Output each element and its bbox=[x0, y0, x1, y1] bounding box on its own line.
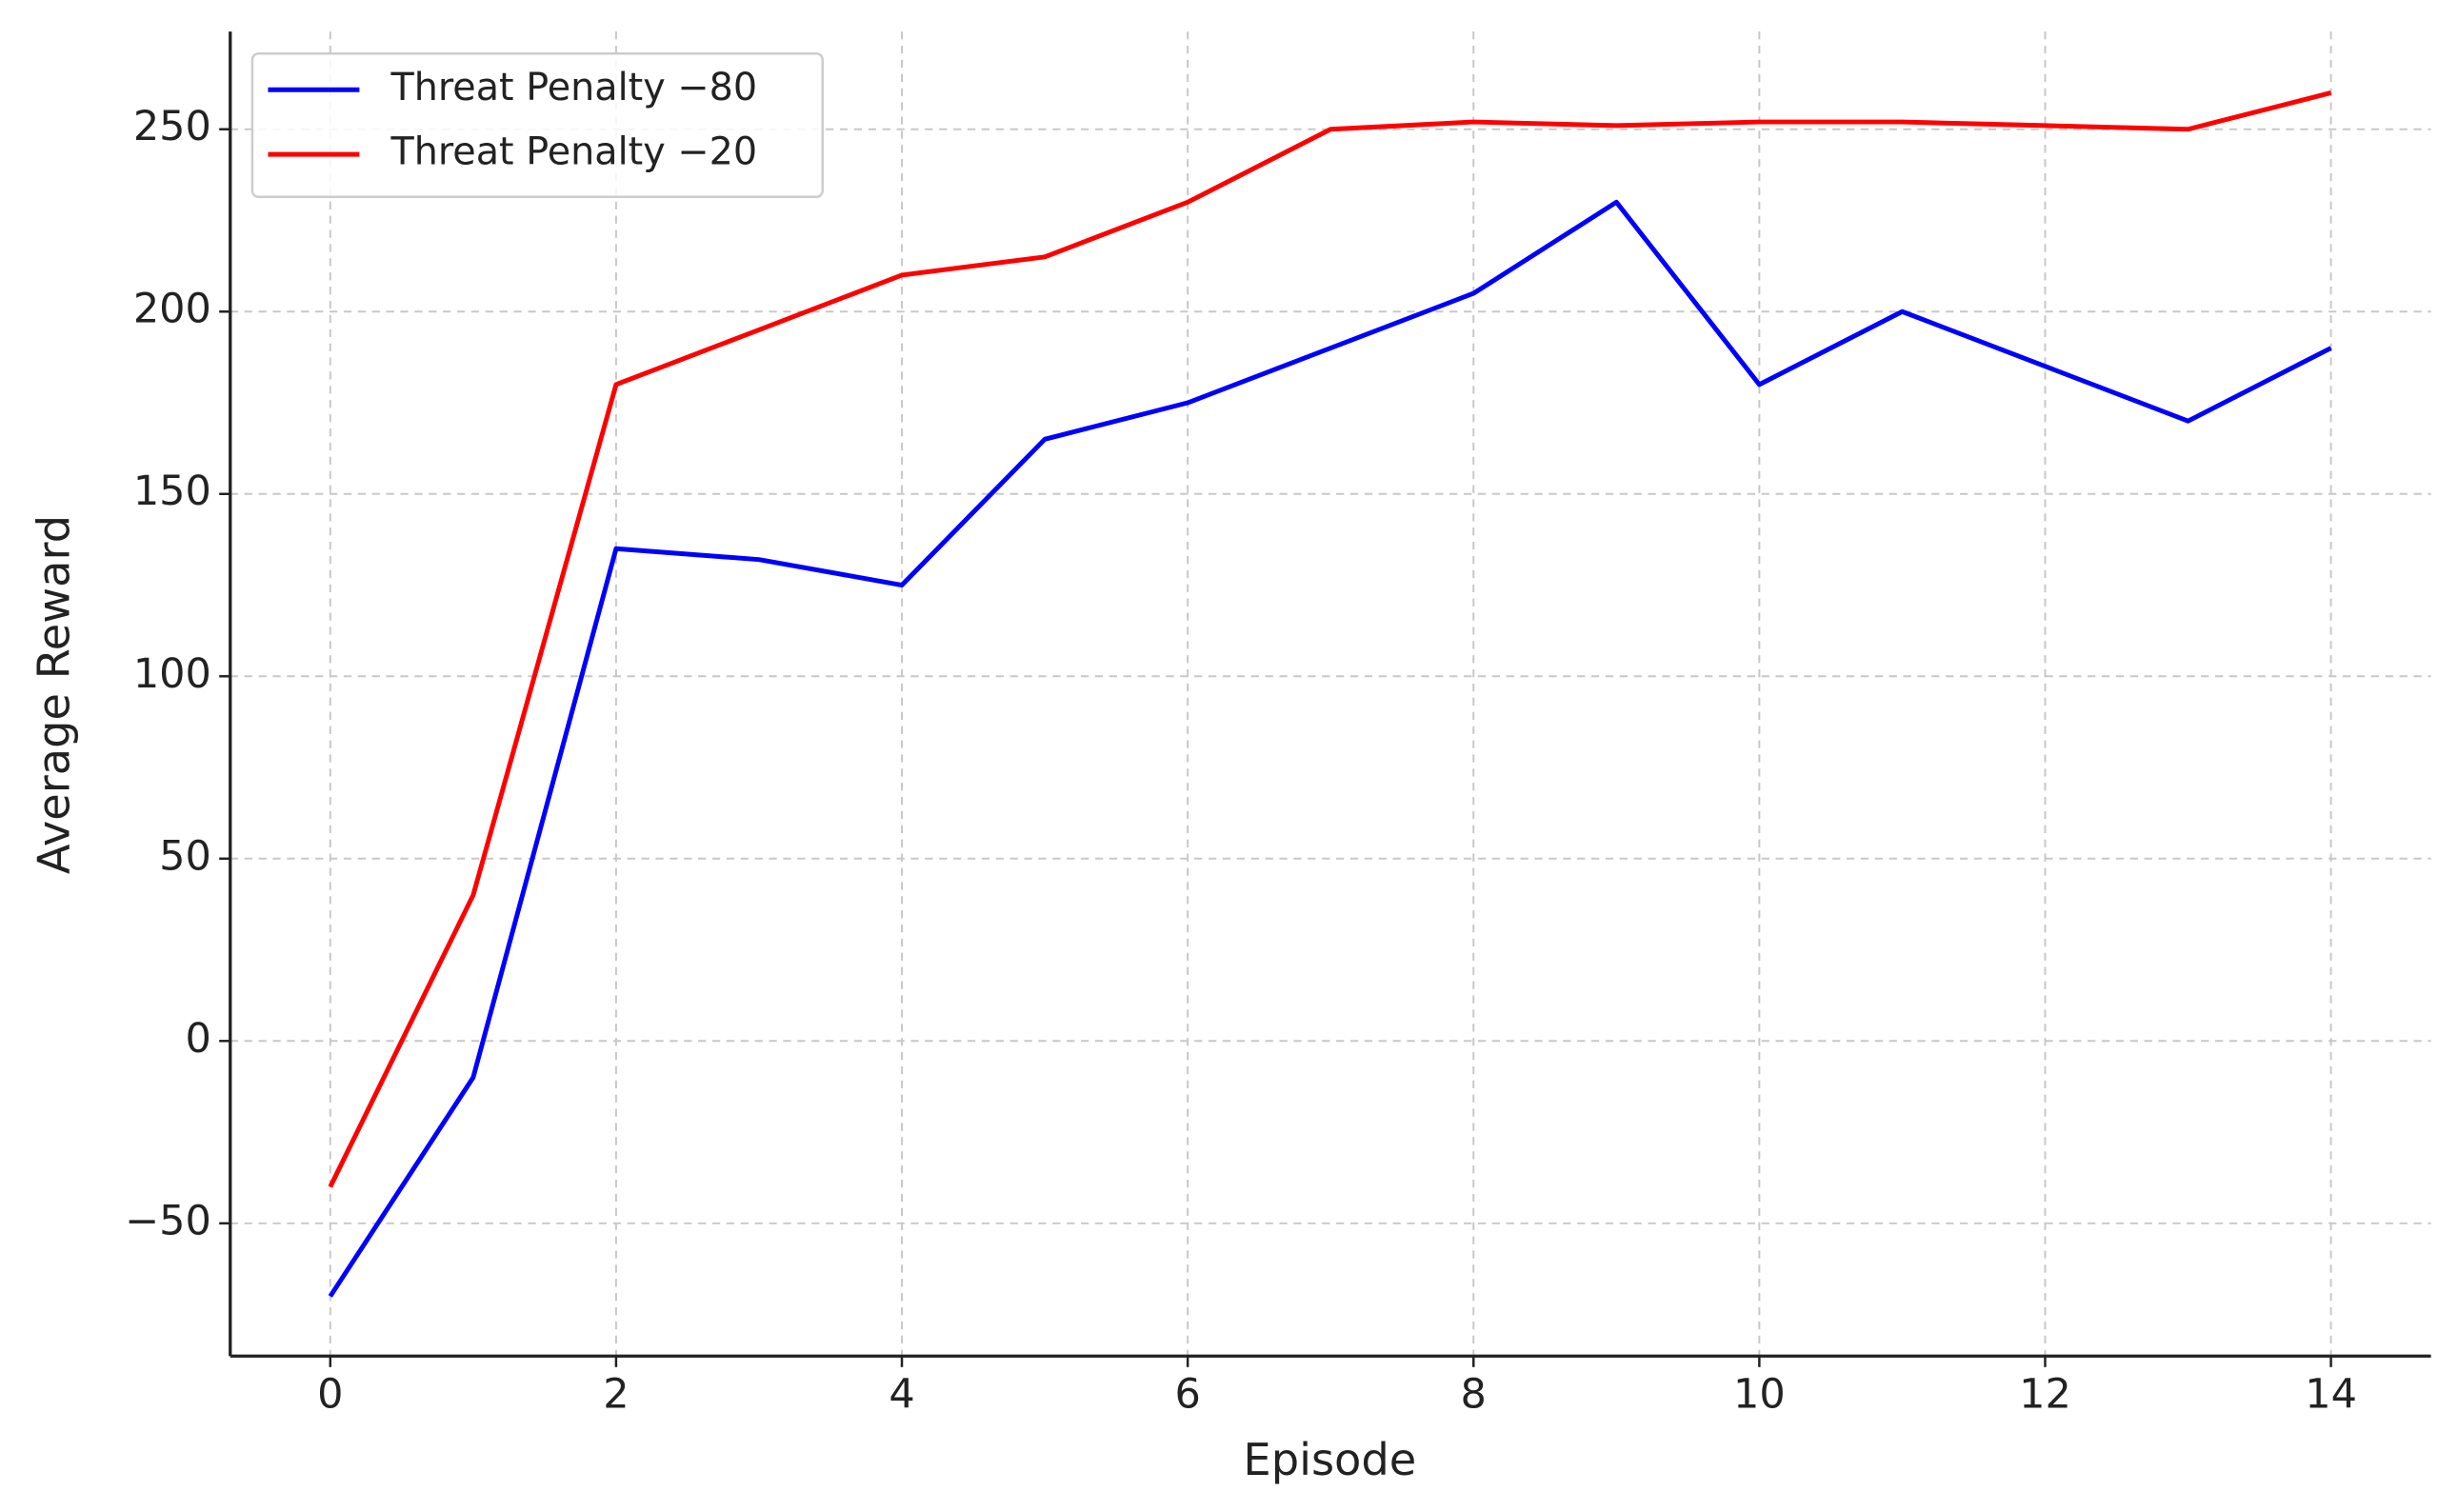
x-tick-label: 8 bbox=[1461, 1371, 1487, 1419]
legend-label: Threat Penalty −20 bbox=[390, 130, 757, 174]
legend-label: Threat Penalty −80 bbox=[390, 66, 757, 109]
line-series bbox=[328, 199, 2332, 1298]
line-series bbox=[328, 90, 2332, 1188]
y-tick-label: 100 bbox=[133, 650, 211, 698]
x-tick-label: 12 bbox=[2019, 1371, 2071, 1419]
y-tick-label: 50 bbox=[159, 832, 211, 880]
x-tick-label: 2 bbox=[603, 1371, 629, 1419]
y-tick-label: 250 bbox=[133, 103, 211, 150]
y-axis-label: Average Reward bbox=[28, 515, 79, 874]
x-tick-label: 4 bbox=[889, 1371, 914, 1419]
x-axis-label: Episode bbox=[1243, 1434, 1416, 1485]
y-tick-label: 200 bbox=[133, 286, 211, 333]
x-tick-label: 10 bbox=[1733, 1371, 1786, 1419]
x-tick-label: 0 bbox=[317, 1371, 343, 1419]
legend-box bbox=[250, 52, 824, 199]
y-tick-label: 150 bbox=[133, 468, 211, 515]
x-tick-label: 14 bbox=[2305, 1371, 2357, 1419]
x-tick-label: 6 bbox=[1174, 1371, 1200, 1419]
y-tick-label: −50 bbox=[125, 1197, 211, 1244]
y-tick-label: 0 bbox=[186, 1015, 211, 1063]
